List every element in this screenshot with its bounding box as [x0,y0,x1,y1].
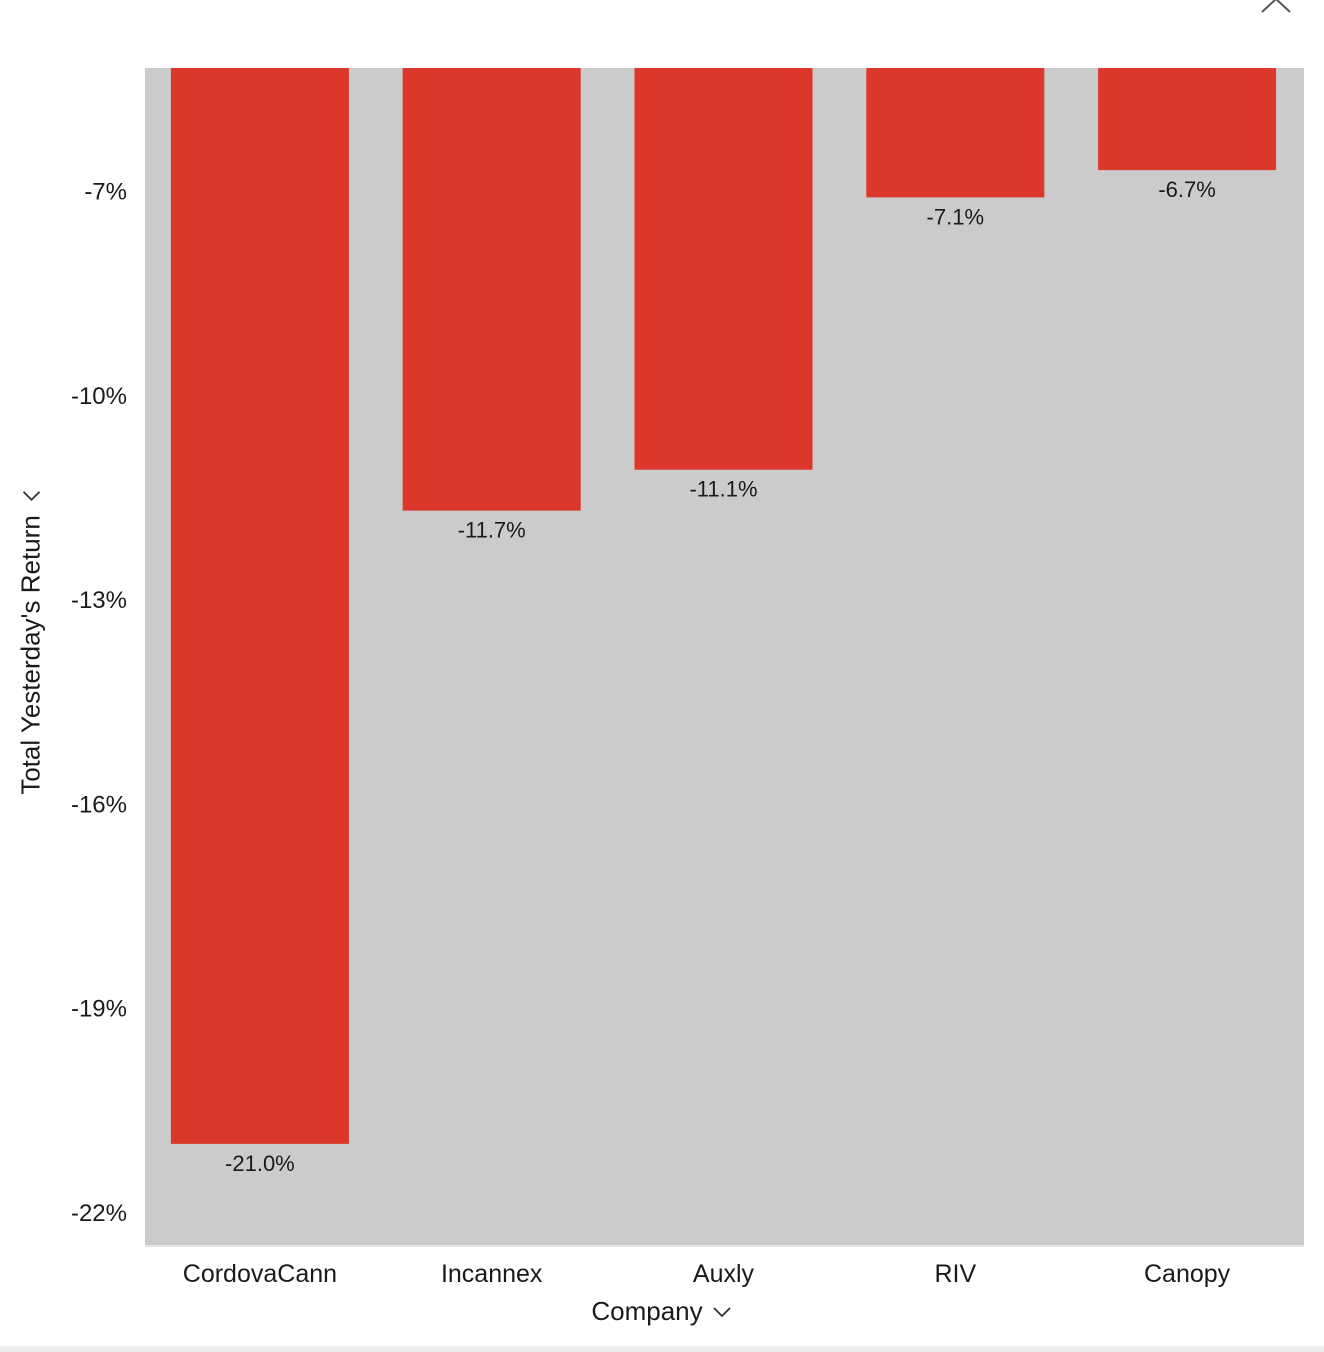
y-axis-title[interactable]: Total Yesterday's Return [16,485,47,795]
x-tick-label: RIV [934,1260,976,1288]
data-label: -21.0% [225,1151,295,1176]
x-axis-title-text: Company [591,1296,703,1326]
bottom-scroll-strip [0,1346,1324,1352]
x-tick-label: Auxly [693,1260,755,1288]
y-tick-label: -22% [71,1200,127,1227]
y-tick-label: -19% [71,996,127,1023]
bar-canopy[interactable] [1098,68,1277,171]
bar-riv[interactable] [866,68,1045,198]
y-axis-title-text: Total Yesterday's Return [15,515,46,795]
y-tick-label: -10% [71,383,127,410]
chevron-down-icon [713,1306,731,1317]
x-tick-label: CordovaCann [183,1260,337,1288]
data-label: -7.1% [927,204,984,229]
bar-incannex[interactable] [402,68,581,511]
y-tick-label: -13% [71,587,127,614]
chevron-right-icon [22,491,40,502]
close-icon [1261,0,1291,13]
data-label: -6.7% [1158,177,1215,202]
bar-auxly[interactable] [634,68,813,470]
x-tick-label: Incannex [441,1260,543,1288]
data-label: -11.7% [458,518,526,543]
x-axis-title[interactable]: Company [0,1296,1324,1327]
data-label: -11.1% [689,477,757,502]
y-tick-label: -7% [84,179,127,206]
close-button[interactable] [1256,0,1296,16]
bar-cordovacann[interactable] [170,68,349,1144]
y-tick-label: -16% [71,791,127,818]
x-tick-label: Canopy [1144,1260,1231,1288]
